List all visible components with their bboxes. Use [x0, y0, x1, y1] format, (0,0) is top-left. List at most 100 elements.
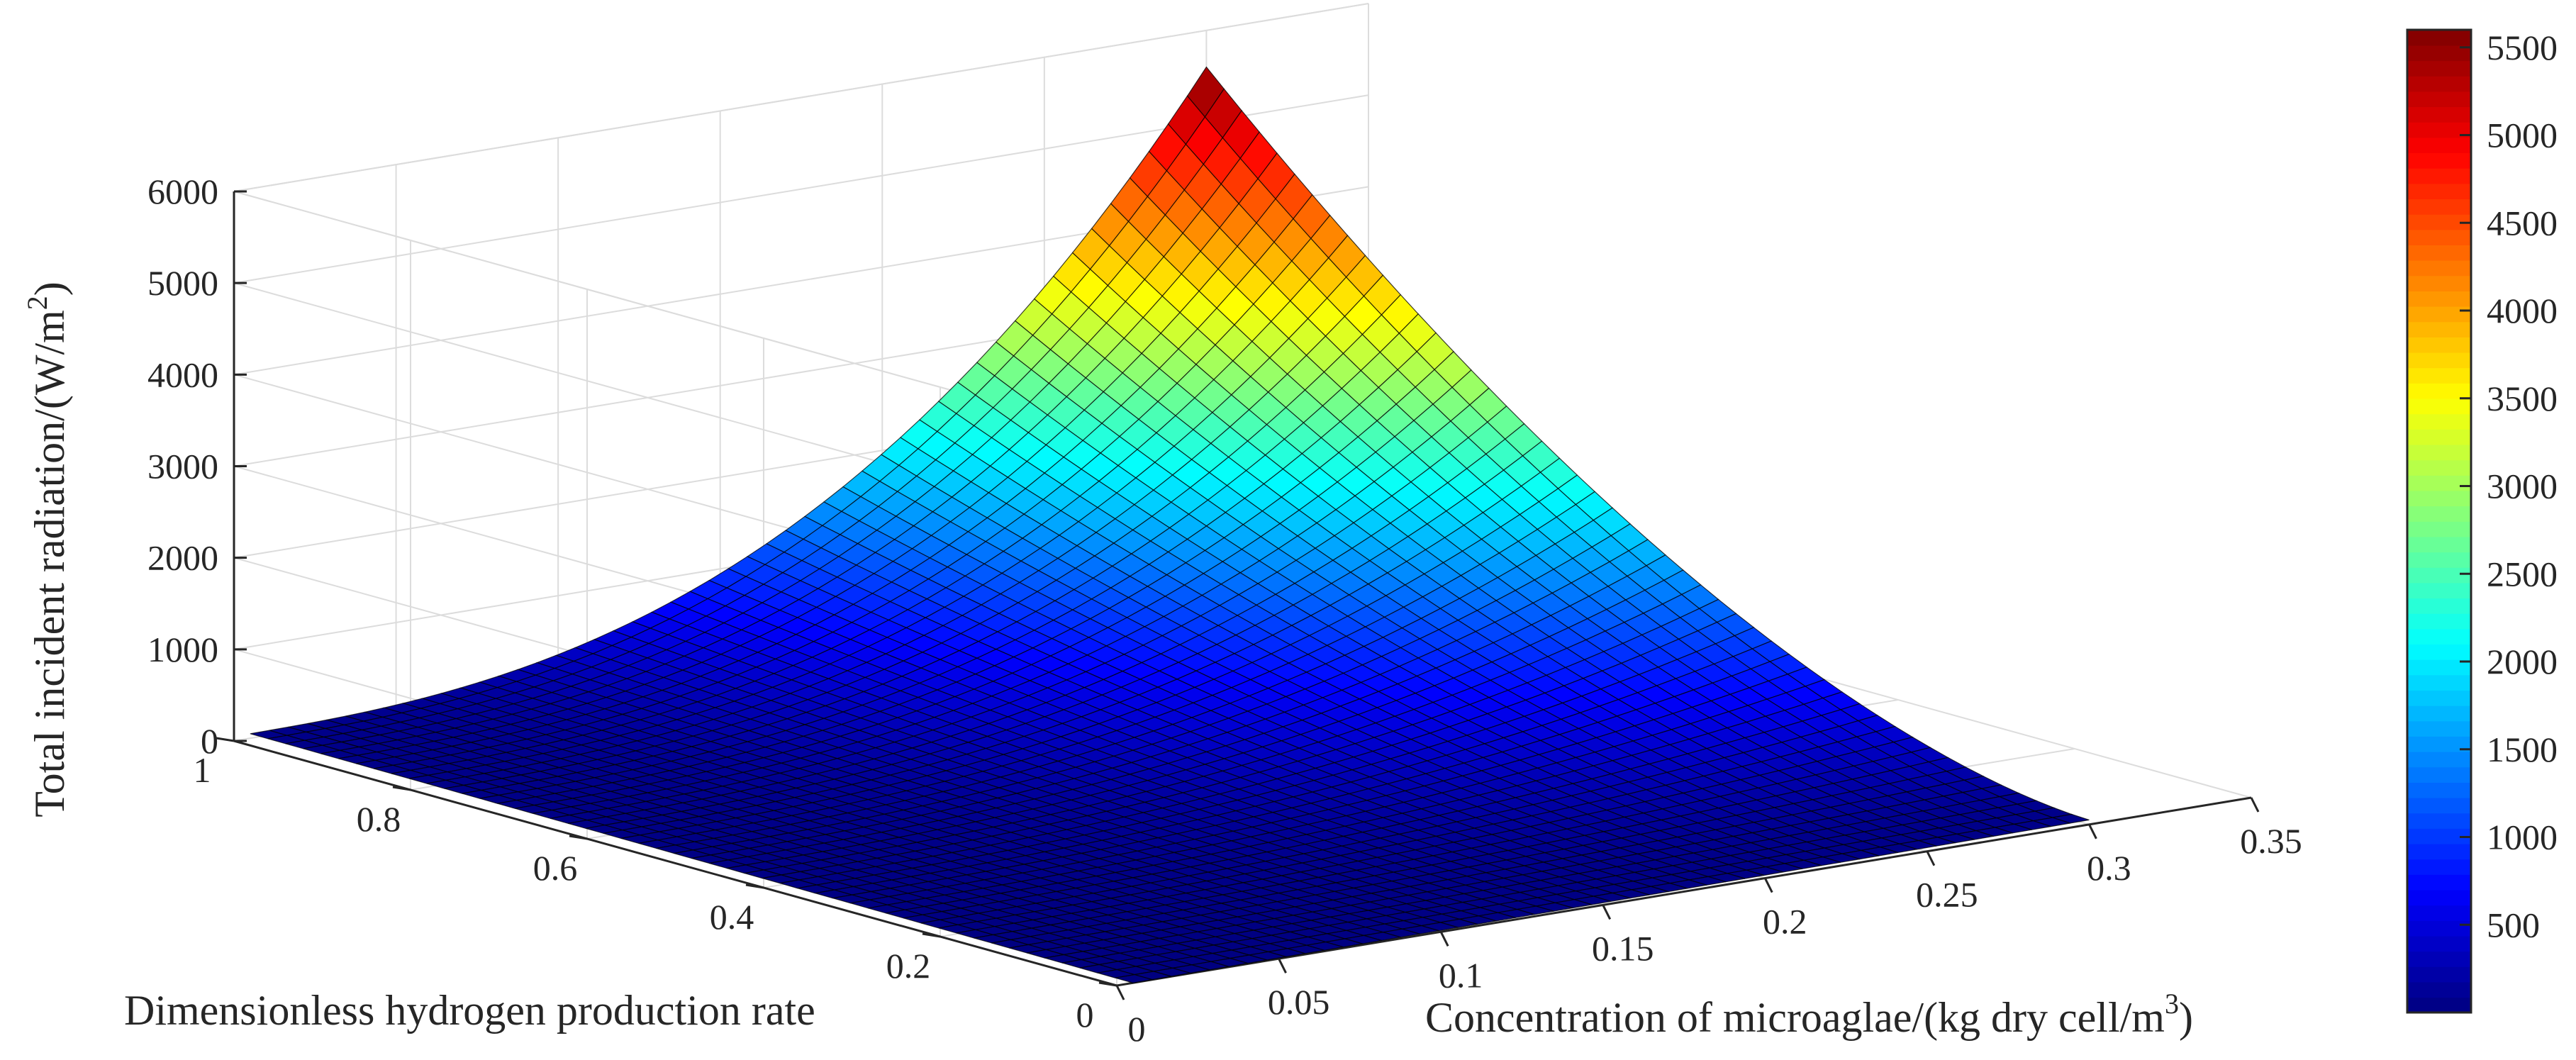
- y-tick-label: 0.4: [710, 897, 754, 937]
- y-tick-mark: [745, 883, 764, 889]
- colorbar-segment: [2407, 199, 2471, 215]
- colorbar-segment: [2407, 91, 2471, 108]
- colorbar-segment: [2407, 951, 2471, 967]
- colorbar-tick-label: 1500: [2487, 730, 2558, 769]
- colorbar-segment: [2407, 121, 2471, 138]
- colorbar-segment: [2407, 782, 2471, 798]
- colorbar-segment: [2407, 383, 2471, 399]
- colorbar-segment: [2407, 152, 2471, 169]
- colorbar-segment: [2407, 229, 2471, 245]
- x-tick-mark: [2250, 797, 2260, 813]
- colorbar-segment: [2407, 306, 2471, 323]
- colorbar-segment: [2407, 905, 2471, 921]
- colorbar-segment: [2407, 797, 2471, 814]
- colorbar-segment: [2407, 766, 2471, 783]
- colorbar-segment: [2407, 705, 2471, 722]
- colorbar-segment: [2407, 966, 2471, 983]
- colorbar-segment: [2407, 690, 2471, 706]
- x-tick-label: 0.35: [2240, 821, 2302, 861]
- x-tick-mark: [2088, 824, 2097, 839]
- colorbar-segment: [2407, 582, 2471, 599]
- colorbar-segment: [2407, 337, 2471, 353]
- colorbar-tick-label: 500: [2487, 905, 2540, 944]
- colorbar-segment: [2407, 137, 2471, 154]
- y-tick-label: 1: [194, 750, 211, 790]
- y-tick-label: 0: [1076, 995, 1094, 1034]
- y-axis-line: [233, 740, 1117, 987]
- colorbar-segment: [2407, 60, 2471, 77]
- colorbar-segment: [2407, 260, 2471, 277]
- y-tick-mark: [569, 835, 588, 840]
- colorbar-segment: [2407, 981, 2471, 998]
- colorbar-segment: [2407, 613, 2471, 630]
- z-tick-label: 1000: [147, 630, 218, 669]
- colorbar-segment: [2407, 245, 2471, 261]
- colorbar-segment: [2407, 720, 2471, 737]
- colorbar-segment: [2407, 429, 2471, 445]
- colorbar-tick-label: 1000: [2487, 818, 2558, 857]
- x-tick-label: 0.1: [1439, 955, 1483, 995]
- colorbar-segment: [2407, 674, 2471, 691]
- colorbar-segment: [2407, 659, 2471, 676]
- x-tick-mark: [1763, 877, 1773, 893]
- y-tick-label: 0.2: [886, 946, 931, 986]
- colorbar-frame: [2406, 28, 2472, 1014]
- colorbar-segment: [2407, 398, 2471, 415]
- x-tick-mark: [1115, 985, 1125, 1000]
- colorbar-segment: [2407, 997, 2471, 1013]
- colorbar-segment: [2407, 828, 2471, 844]
- z-tick-label: 6000: [147, 172, 218, 211]
- colorbar-segment: [2407, 736, 2471, 752]
- y-tick-label: 0.6: [533, 848, 578, 888]
- colorbar-segment: [2407, 291, 2471, 307]
- colorbar-tick-label: 2000: [2487, 642, 2558, 681]
- x-tick-label: 0.05: [1268, 982, 1330, 1022]
- colorbar-segment: [2407, 213, 2471, 230]
- colorbar-segment: [2407, 751, 2471, 768]
- z-tick-label: 0: [201, 721, 218, 761]
- y-tick-mark: [922, 932, 941, 938]
- x-tick-label: 0.3: [2087, 848, 2131, 888]
- colorbar-segment: [2407, 167, 2471, 184]
- x-tick-mark: [1926, 851, 1936, 866]
- colorbar-tick-label: 5500: [2487, 28, 2558, 67]
- colorbar-segment: [2407, 552, 2471, 568]
- colorbar-segment: [2407, 506, 2471, 522]
- colorbar-segment: [2407, 598, 2471, 614]
- z-tick-label: 4000: [147, 355, 218, 394]
- colorbar-segment: [2407, 183, 2471, 200]
- colorbar-segment: [2407, 813, 2471, 829]
- colorbar-segment: [2407, 75, 2471, 92]
- z-tick-label: 5000: [147, 263, 218, 303]
- x-tick-mark: [1602, 904, 1612, 920]
- colorbar-tick-label: 3500: [2487, 379, 2558, 418]
- surface-cell: [1115, 973, 1152, 983]
- y-tick-mark: [392, 786, 411, 791]
- y-axis-title: Dimensionless hydrogen production rate: [124, 987, 815, 1034]
- y-tick-mark: [216, 737, 235, 742]
- colorbar-segment: [2407, 106, 2471, 123]
- colorbar-segment: [2407, 321, 2471, 337]
- colorbar-segment: [2407, 920, 2471, 937]
- colorbar-segment: [2407, 275, 2471, 291]
- x-axis-line: [1116, 796, 2252, 987]
- colorbar-segment: [2407, 45, 2471, 62]
- z-axis-title: Total incident radiation/(W/m2): [21, 281, 73, 818]
- colorbar-segment: [2407, 367, 2471, 384]
- colorbar-segment: [2407, 444, 2471, 461]
- colorbar-segment: [2407, 889, 2471, 906]
- colorbar-segment: [2407, 843, 2471, 860]
- x-tick-mark: [1439, 931, 1449, 947]
- colorbar-tick-label: 5000: [2487, 116, 2558, 155]
- colorbar-segment: [2407, 413, 2471, 430]
- colorbar: 500 1000 1500 2000 2500 3000 3500 4000 4500 5000 5…: [2406, 28, 2558, 1014]
- colorbar-tick-label: 4000: [2487, 291, 2558, 330]
- colorbar-segment: [2407, 536, 2471, 553]
- x-axis-title: Concentration of microaglae/(kg dry cell…: [1425, 988, 2193, 1041]
- colorbar-segment: [2407, 644, 2471, 660]
- colorbar-segment: [2407, 459, 2471, 476]
- colorbar-segment: [2407, 521, 2471, 537]
- colorbar-tick-label: 2500: [2487, 554, 2558, 593]
- colorbar-segment: [2407, 490, 2471, 507]
